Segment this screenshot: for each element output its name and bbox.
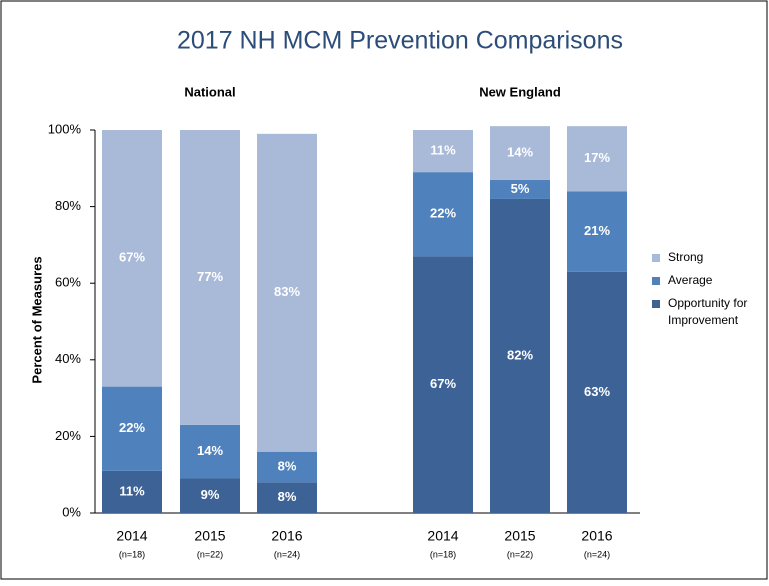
bar-segment (490, 179, 550, 199)
y-tick-label: 60% (55, 275, 81, 290)
x-tick-label: 2014 (116, 528, 147, 544)
x-tick-note: (n=22) (507, 549, 533, 559)
bar-segment (102, 386, 162, 471)
legend-entry: Strong (668, 250, 704, 264)
legend-label: Average (668, 273, 713, 287)
bar-segment (490, 198, 550, 513)
data-label: 5% (511, 181, 530, 196)
data-label: 63% (584, 384, 610, 399)
x-tick-note: (n=18) (119, 549, 145, 559)
data-label: 83% (274, 284, 300, 299)
y-axis-label: Percent of Measures (29, 256, 44, 383)
x-tick-note: (n=22) (197, 549, 223, 559)
y-tick-label: 40% (55, 351, 81, 366)
bar-segment (413, 172, 473, 257)
x-tick-note: (n=24) (274, 549, 300, 559)
data-label: 11% (119, 483, 145, 498)
y-tick-label: 20% (55, 428, 81, 443)
data-label: 21% (584, 223, 610, 238)
data-label: 82% (507, 347, 533, 362)
bar-segment (102, 130, 162, 387)
bar-segment (567, 191, 627, 272)
x-tick-note: (n=18) (430, 549, 456, 559)
bar-segment (413, 256, 473, 513)
data-label: 22% (430, 206, 456, 221)
y-tick-label: 0% (62, 504, 81, 519)
data-label: 14% (197, 443, 223, 458)
data-label: 8% (278, 489, 297, 504)
data-label: 9% (201, 487, 220, 502)
x-tick-label: 2015 (194, 528, 225, 544)
data-label: 11% (430, 143, 456, 158)
x-tick-label: 2016 (581, 528, 612, 544)
data-label: 8% (278, 458, 297, 473)
bar-segment (180, 130, 240, 425)
bar-segment (180, 424, 240, 479)
legend-label: Strong (668, 250, 704, 264)
legend-swatch (652, 300, 660, 308)
data-label: 22% (119, 420, 145, 435)
bar-segment (567, 271, 627, 513)
bar-segment (102, 470, 162, 513)
legend-label: Opportunity for Improvement (668, 296, 748, 327)
x-tick-note: (n=24) (584, 549, 610, 559)
legend-entry: Average (668, 273, 713, 287)
y-tick-label: 100% (48, 121, 82, 136)
bar-segment (413, 130, 473, 173)
data-label: 14% (507, 144, 533, 159)
chart-title: 2017 NH MCM Prevention Comparisons (177, 27, 623, 55)
x-tick-label: 2016 (271, 528, 302, 544)
bar-segment (567, 126, 627, 192)
data-label: 17% (584, 150, 610, 165)
bar-segment (257, 133, 317, 452)
x-tick-label: 2014 (427, 528, 458, 544)
legend-swatch (652, 277, 660, 285)
bar-segment (490, 126, 550, 180)
group-label: New England (479, 84, 561, 99)
x-tick-label: 2015 (504, 528, 535, 544)
bar-segment (257, 482, 317, 513)
group-label: National (184, 84, 235, 99)
legend-entry: Opportunity for Improvement (668, 296, 748, 327)
bar-segment (257, 451, 317, 483)
data-label: 67% (119, 250, 145, 265)
bar-segment (180, 478, 240, 513)
legend-swatch (652, 254, 660, 262)
data-label: 67% (430, 376, 456, 391)
y-tick-label: 80% (55, 198, 81, 213)
data-label: 77% (197, 269, 223, 284)
